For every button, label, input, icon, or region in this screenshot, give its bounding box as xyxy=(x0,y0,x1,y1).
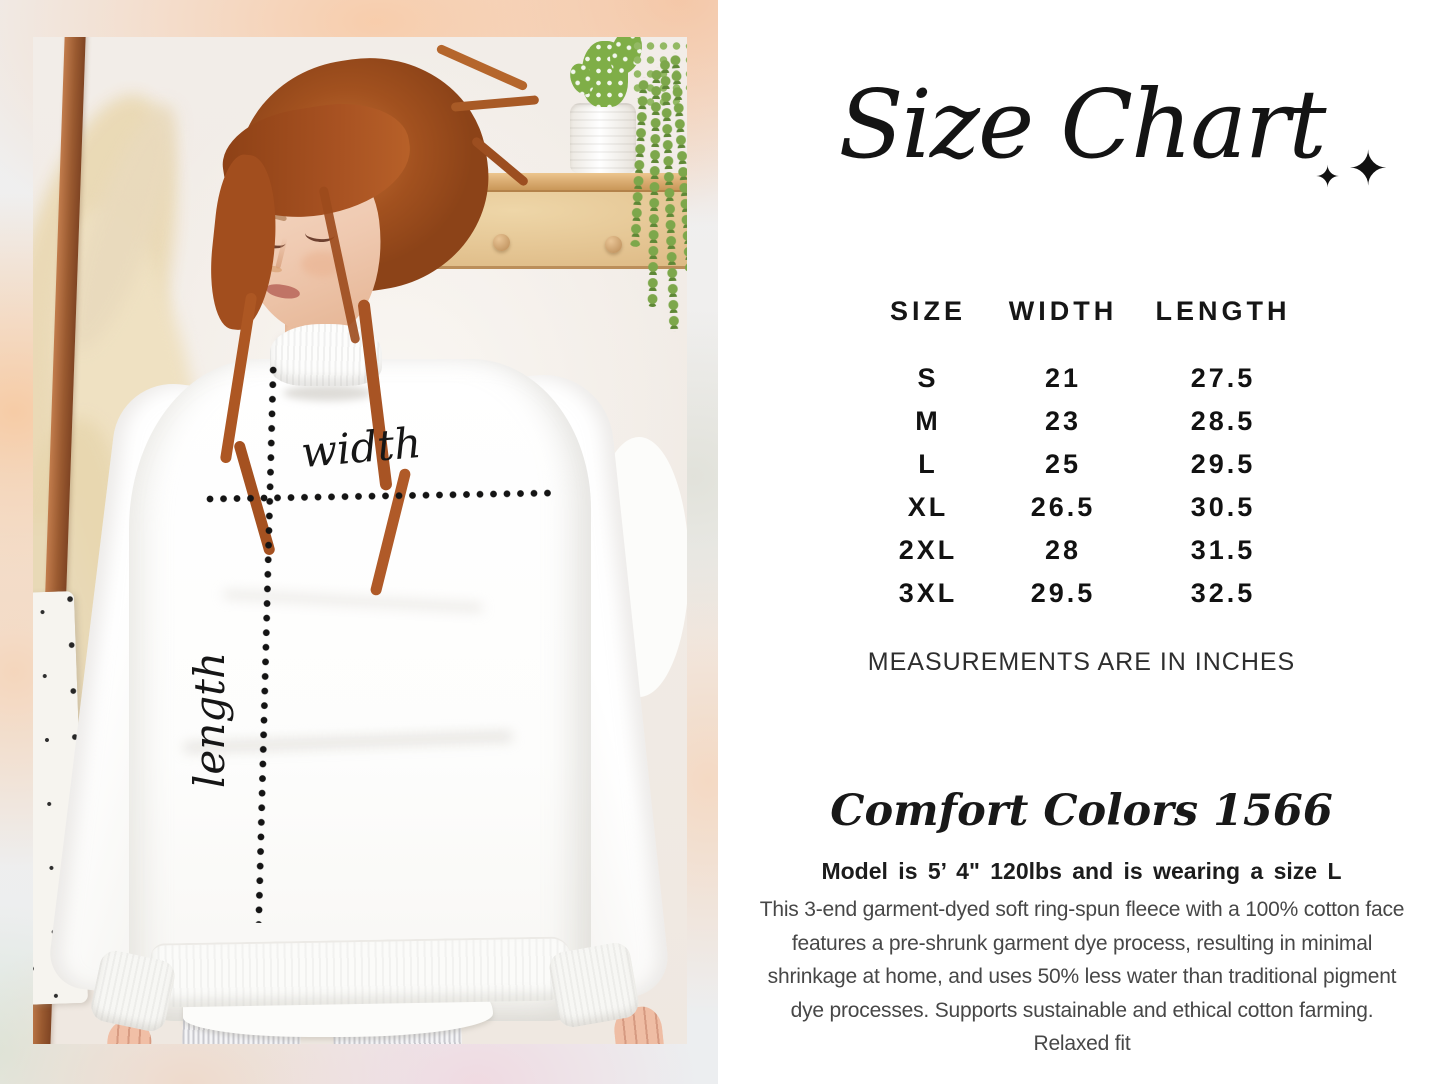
width-annotation: width xyxy=(299,417,424,478)
table-row: 3XL 29.5 32.5 xyxy=(868,572,1308,615)
size-cell: 3XL xyxy=(898,578,958,608)
table-row: S 21 27.5 xyxy=(868,357,1308,400)
length-cell: 27.5 xyxy=(1190,363,1256,393)
width-cell: 26.5 xyxy=(1030,492,1096,522)
sweatshirt-cuff xyxy=(88,947,178,1035)
size-cell: 2XL xyxy=(898,535,958,565)
width-cell: 29.5 xyxy=(1030,578,1096,608)
table-row: 2XL 28 31.5 xyxy=(868,529,1308,572)
size-cell: L xyxy=(918,449,938,479)
description-line: features a pre-shrunk garment dye proces… xyxy=(791,931,1373,955)
table-row: L 25 29.5 xyxy=(868,443,1308,486)
size-cell: XL xyxy=(907,492,949,522)
shelf-peg xyxy=(493,234,510,251)
length-cell: 30.5 xyxy=(1190,492,1256,522)
model-info: Model is 5’ 4" 120lbs and is wearing a s… xyxy=(821,858,1342,884)
length-annotation: length xyxy=(185,651,234,789)
size-table-header: SIZE WIDTH LENGTH xyxy=(868,296,1308,327)
length-cell: 32.5 xyxy=(1190,578,1256,608)
size-cell: S xyxy=(917,363,939,393)
sparkle-icon: ✦ xyxy=(1348,143,1389,196)
length-cell: 28.5 xyxy=(1190,406,1256,436)
model-photo: width length xyxy=(33,37,687,1044)
collar-shadow xyxy=(283,385,373,401)
width-cell: 28 xyxy=(1044,535,1082,565)
sweatshirt-body xyxy=(129,359,591,1021)
measurements-note: MEASUREMENTS ARE IN INCHES xyxy=(867,648,1296,676)
length-cell: 31.5 xyxy=(1190,535,1256,565)
sparkle-icon: ✦ xyxy=(1315,161,1341,194)
page-title: Size Chart xyxy=(838,70,1326,180)
size-table: SIZE WIDTH LENGTH S 21 27.5 M 23 28.5 L … xyxy=(868,296,1308,615)
size-chart-panel: Size Chart ✦ ✦ SIZE WIDTH LENGTH S 21 27… xyxy=(718,0,1445,1084)
table-row: XL 26.5 30.5 xyxy=(868,486,1308,529)
description-line: dye processes. Supports sustainable and … xyxy=(790,998,1374,1022)
width-cell: 21 xyxy=(1044,363,1082,393)
white-ribbed-vase xyxy=(570,103,636,173)
description-line: This 3-end garment-dyed soft ring-spun f… xyxy=(759,898,1405,921)
shelf-peg xyxy=(605,236,622,253)
width-cell: 23 xyxy=(1044,406,1082,436)
table-row: M 23 28.5 xyxy=(868,400,1308,443)
description-line: Relaxed fit xyxy=(1033,1032,1131,1055)
product-description: This 3-end garment-dyed soft ring-spun f… xyxy=(732,893,1432,1061)
description-line: shrinkage at home, and uses 50% less wat… xyxy=(767,965,1397,988)
column-header-length: LENGTH xyxy=(1155,296,1291,326)
hair-strand xyxy=(450,95,540,112)
sweatshirt-cuff xyxy=(547,940,641,1030)
length-cell: 29.5 xyxy=(1190,449,1256,479)
product-name: Comfort Colors 1566 xyxy=(830,786,1333,836)
size-cell: M xyxy=(915,406,941,436)
width-cell: 25 xyxy=(1044,449,1082,479)
sweatshirt-waistband xyxy=(150,936,572,1008)
column-header-width: WIDTH xyxy=(1008,296,1118,326)
column-header-size: SIZE xyxy=(889,296,966,326)
